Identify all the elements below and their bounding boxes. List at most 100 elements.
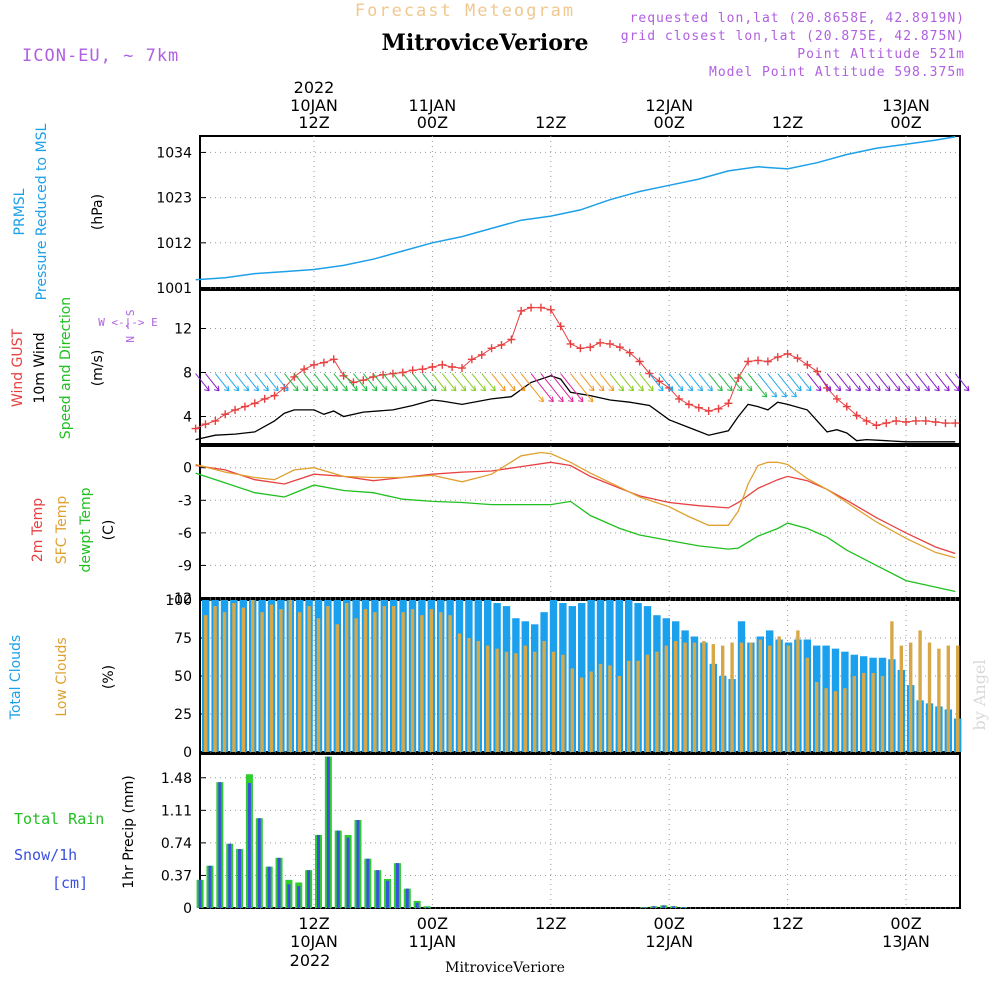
low-cloud-bar <box>514 653 518 752</box>
low-cloud-bar <box>918 630 922 752</box>
snow-bar <box>405 888 409 908</box>
snow-bar <box>376 870 380 908</box>
low-cloud-bar <box>655 651 659 752</box>
gust-marker <box>882 419 891 428</box>
snow-bar <box>267 866 271 908</box>
pressure-ytick-label-1: 1012 <box>156 236 192 252</box>
gust-marker <box>941 419 950 428</box>
wind-arrow <box>432 373 447 392</box>
gust-marker <box>902 418 910 426</box>
gust-marker <box>911 416 920 425</box>
gust-marker <box>566 339 575 348</box>
temp-ytick-label-3: -9 <box>178 558 192 574</box>
wind-arrow <box>570 373 594 403</box>
gust-marker <box>852 411 861 420</box>
wind-arrow <box>471 373 486 392</box>
snow-label: Snow/1h <box>14 846 77 864</box>
snow-bar <box>395 863 399 908</box>
low-cloud-bar <box>448 615 452 752</box>
gust-marker <box>754 356 762 365</box>
wind-arrow <box>619 373 634 392</box>
wind-arrow <box>757 373 778 398</box>
gust-marker <box>714 404 723 413</box>
gust-marker <box>872 421 881 430</box>
low-cloud-bar <box>627 660 631 752</box>
snow-bar <box>277 857 281 908</box>
low-cloud-bar <box>316 618 321 752</box>
wind-arrow <box>728 373 743 392</box>
wind-arrow <box>412 373 427 392</box>
wind-compass-vertical: N ^ S <box>124 309 137 342</box>
sfc-label: SFC Temp <box>54 496 70 565</box>
gust-marker <box>684 400 693 409</box>
wind-arrow <box>392 373 408 392</box>
snow-bar <box>317 834 320 908</box>
low-cloud-bar <box>617 676 621 752</box>
low-cloud-bar <box>486 645 490 752</box>
requested-coords: requested lon,lat (20.8658E, 42.8919N) <box>630 11 965 26</box>
gust-marker <box>675 394 684 403</box>
wind-arrow <box>836 373 852 392</box>
low-cloud-bar <box>570 668 574 752</box>
gust-marker <box>438 360 447 369</box>
station-name: MitroviceVeriore <box>382 30 589 56</box>
top-date-label-3: 12JAN <box>645 96 693 115</box>
low-cloud-bar <box>843 688 847 752</box>
snow-bar <box>247 783 251 908</box>
gust-marker <box>536 303 545 312</box>
clouds-ytick-label-4: 100 <box>165 593 192 609</box>
low-cloud-bar <box>580 677 584 752</box>
model-point-altitude: Model Point Altitude 598.375m <box>709 65 965 80</box>
snow-bar <box>307 870 311 908</box>
gust-marker <box>793 354 802 363</box>
low-cloud-bar <box>204 615 208 752</box>
gust-marker <box>221 410 230 419</box>
low-cloud-bar <box>260 612 264 752</box>
rain-label: Total Rain <box>14 810 104 828</box>
closest-coords: grid closest lon,lat (20.875E, 42.875N) <box>621 29 965 44</box>
top-date-label-5: 13JAN <box>882 96 930 115</box>
wind-arrow <box>935 373 950 392</box>
gust-marker <box>921 416 930 425</box>
low-cloud-bar <box>608 665 612 752</box>
wind-arrow <box>599 373 615 392</box>
wind-arrow <box>343 373 358 392</box>
wind-arrow <box>797 373 812 392</box>
bottom-time-label-2: 12Z <box>535 914 566 933</box>
low-cloud-bar <box>664 645 668 752</box>
gust-marker <box>231 405 240 414</box>
point-altitude: Point Altitude 521m <box>797 47 965 62</box>
t2m-line <box>195 461 956 555</box>
gust-marker <box>842 402 851 411</box>
gust-marker <box>398 368 407 377</box>
gust-marker <box>832 394 841 403</box>
wind-arrow <box>560 373 584 403</box>
low-cloud-bar <box>551 651 556 752</box>
gust-marker <box>655 377 664 386</box>
low-cloud-bar <box>636 660 640 752</box>
wind-arrow <box>609 373 625 392</box>
pressure-ytick-label-0: 1001 <box>156 281 192 297</box>
wind-frame <box>199 289 961 445</box>
snow-bar <box>386 880 390 908</box>
temperature-panel: 0 -3 -6 -9 -12 <box>169 445 961 607</box>
low-cloud-bar <box>711 644 715 752</box>
gust-marker <box>467 355 476 364</box>
low-cloud-bar <box>598 663 603 752</box>
temp-ytick-label-0: 0 <box>183 461 192 477</box>
wind-arrow <box>925 373 940 392</box>
gust-label: Wind GUST <box>10 328 26 407</box>
snow-bar <box>356 820 360 908</box>
wind-arrow <box>224 373 240 392</box>
wind-ytick-label-1: 8 <box>183 366 192 382</box>
low-cloud-bar <box>927 642 932 752</box>
low-cloud-bar <box>241 607 245 752</box>
top-time-label-1: 00Z <box>417 113 448 132</box>
low-cloud-bar <box>269 604 274 752</box>
bottom-date-label-0: 10JAN <box>290 932 338 951</box>
wind-arrow <box>303 373 319 392</box>
